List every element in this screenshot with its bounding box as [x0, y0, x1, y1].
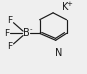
Text: K: K: [62, 2, 68, 12]
Text: B: B: [23, 28, 29, 38]
Text: +: +: [67, 1, 73, 7]
Text: N: N: [56, 48, 63, 58]
Text: F: F: [7, 42, 13, 51]
Text: -: -: [30, 27, 32, 33]
Text: F: F: [7, 16, 13, 25]
Text: F: F: [4, 29, 9, 38]
